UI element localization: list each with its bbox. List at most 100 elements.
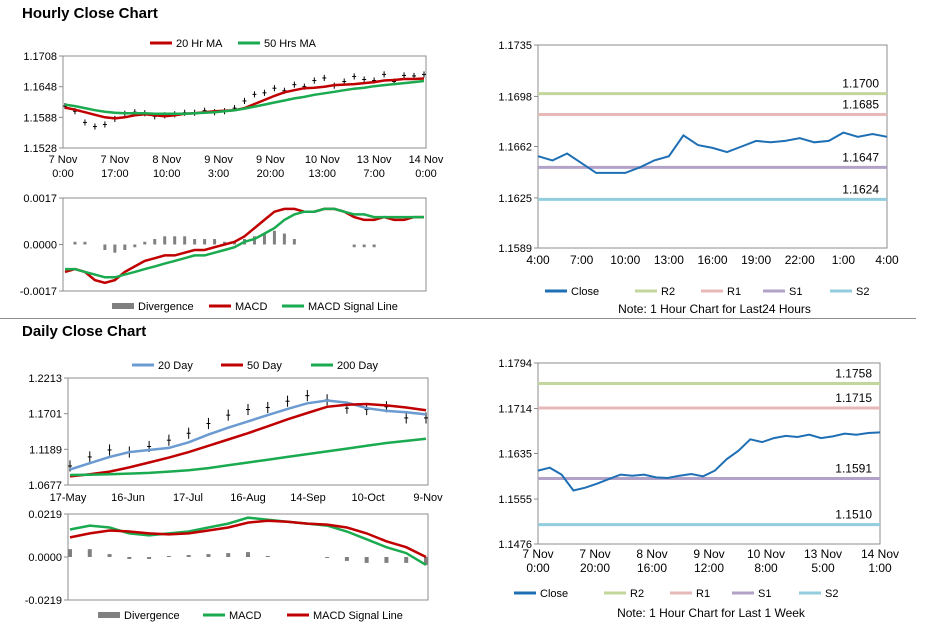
hourly-section-title: Hourly Close Chart bbox=[22, 5, 158, 22]
daily-pivot-ytick-label: 1.1794 bbox=[498, 358, 532, 370]
hourly-price-xtick-date: 7 Nov bbox=[49, 154, 78, 166]
hourly-price-xtick-date: 8 Nov bbox=[152, 154, 181, 166]
hourly-pivot-legend-s1-label: S1 bbox=[789, 286, 802, 298]
hourly-pivot-level-s2-label: 1.1624 bbox=[842, 182, 879, 196]
hourly-pivot-legend-r1-label: R1 bbox=[727, 286, 741, 298]
hourly-pivot-xtick-label: 13:00 bbox=[654, 253, 684, 267]
daily-macd-ytick-label: 0.0000 bbox=[28, 552, 62, 564]
hourly-price-xtick-time: 13:00 bbox=[309, 168, 337, 180]
hourly-legend-divergence-label: Divergence bbox=[138, 301, 194, 313]
hourly-price-xtick-date: 14 Nov bbox=[409, 154, 444, 166]
daily-macd-ytick-label: -0.0219 bbox=[25, 595, 62, 607]
daily-legend-macd-label: MACD bbox=[229, 610, 261, 622]
daily-pivot-ytick-label: 1.1635 bbox=[498, 449, 532, 461]
hourly-legend-50hrs-ma-label: 50 Hrs MA bbox=[264, 38, 317, 50]
daily-pivot-level-s2-label: 1.1510 bbox=[835, 508, 872, 522]
hourly-macd-ytick-label: 0.0017 bbox=[23, 193, 57, 205]
daily-legend-divergence-swatch bbox=[98, 612, 120, 618]
hourly-price-ytick-label: 1.1528 bbox=[23, 143, 57, 155]
daily-macd-ytick-label: 0.0219 bbox=[28, 509, 62, 521]
hourly-pivot-xtick-label: 1:00 bbox=[832, 253, 856, 267]
hourly-pivot-xtick-label: 22:00 bbox=[785, 253, 815, 267]
daily-pivot-legend-close-label: Close bbox=[540, 588, 568, 600]
daily-200day-line bbox=[69, 437, 427, 477]
daily-section-title: Daily Close Chart bbox=[22, 323, 147, 340]
daily-pivot-xtick-time: 20:00 bbox=[580, 561, 610, 575]
hourly-50hr-ma-line bbox=[64, 79, 425, 116]
hourly-pivot-level-s1-label: 1.1647 bbox=[842, 150, 879, 164]
daily-price-ytick-label: 1.0677 bbox=[28, 480, 62, 492]
daily-pivot-close-line bbox=[537, 431, 881, 492]
daily-pivot-xtick-time: 12:00 bbox=[694, 561, 724, 575]
hourly-pivot-ytick-label: 1.1589 bbox=[498, 243, 532, 255]
hourly-pivot-xtick-label: 19:00 bbox=[741, 253, 771, 267]
daily-pivot-xtick-time: 8:00 bbox=[754, 561, 778, 575]
daily-pivot-xtick-date: 10 Nov bbox=[747, 547, 785, 561]
daily-pivot-note: Note: 1 Hour Chart for Last 1 Week bbox=[617, 606, 806, 620]
daily-50day-line bbox=[69, 402, 427, 478]
hourly-price-xtick-time: 17:00 bbox=[101, 168, 129, 180]
daily-pivot-xtick-date: 8 Nov bbox=[636, 547, 667, 561]
hourly-pivot-close-line bbox=[537, 131, 888, 174]
daily-pivot-legend-r2-label: R2 bbox=[630, 588, 644, 600]
hourly-pivot-legend-close-label: Close bbox=[571, 286, 599, 298]
hourly-macd-signal-line bbox=[65, 207, 424, 279]
daily-pivot-legend-r1-label: R1 bbox=[696, 588, 710, 600]
daily-price-ytick-label: 1.1189 bbox=[29, 444, 62, 456]
hourly-pivot-ytick-label: 1.1662 bbox=[498, 142, 532, 154]
daily-price-xtick-label: 9-Nov bbox=[413, 492, 443, 504]
daily-pivot-legend-s1-label: S1 bbox=[758, 588, 771, 600]
daily-pivot-xtick-date: 13 Nov bbox=[804, 547, 842, 561]
hourly-price-ytick-label: 1.1588 bbox=[23, 112, 57, 124]
daily-pivot-level-r1-label: 1.1715 bbox=[835, 391, 872, 405]
hourly-pivot-xtick-label: 16:00 bbox=[697, 253, 727, 267]
hourly-pivot-ytick-label: 1.1735 bbox=[498, 40, 532, 52]
daily-pivot-xtick-time: 0:00 bbox=[526, 561, 550, 575]
hourly-price-xtick-date: 10 Nov bbox=[305, 154, 340, 166]
hourly-price-xtick-date: 7 Nov bbox=[100, 154, 129, 166]
hourly-pivot-ytick-label: 1.1698 bbox=[498, 91, 532, 103]
hourly-price-xtick-time: 0:00 bbox=[52, 168, 73, 180]
hourly-pivot-ytick-label: 1.1625 bbox=[498, 193, 532, 205]
hourly-price-xtick-date: 13 Nov bbox=[357, 154, 392, 166]
daily-pivot-xtick-date: 9 Nov bbox=[693, 547, 724, 561]
daily-price-xtick-label: 16-Aug bbox=[230, 492, 265, 504]
daily-pivot-level-r2-label: 1.1758 bbox=[835, 366, 872, 380]
hourly-pivot-xtick-label: 7:00 bbox=[570, 253, 594, 267]
daily-macd-signal-line bbox=[69, 519, 427, 559]
daily-price-xtick-label: 14-Sep bbox=[290, 492, 325, 504]
hourly-price-xtick-time: 20:00 bbox=[257, 168, 285, 180]
hourly-legend-macd-label: MACD bbox=[235, 301, 267, 313]
daily-legend-20day-label: 20 Day bbox=[158, 360, 193, 372]
hourly-macd-ytick-label: -0.0017 bbox=[20, 286, 57, 298]
daily-macd-line bbox=[69, 516, 427, 566]
hourly-pivot-xtick-label: 4:00 bbox=[526, 253, 550, 267]
hourly-legend-macd-signal-label: MACD Signal Line bbox=[308, 301, 398, 313]
hourly-pivot-xtick-label: 4:00 bbox=[875, 253, 899, 267]
daily-pivot-xtick-time: 1:00 bbox=[868, 561, 892, 575]
daily-price-xtick-label: 17-May bbox=[50, 492, 87, 504]
hourly-price-xtick-date: 9 Nov bbox=[256, 154, 285, 166]
daily-pivot-xtick-time: 5:00 bbox=[811, 561, 835, 575]
daily-pivot-xtick-date: 14 Nov bbox=[861, 547, 899, 561]
daily-pivot-xtick-time: 16:00 bbox=[637, 561, 667, 575]
hourly-pivot-xtick-label: 10:00 bbox=[610, 253, 640, 267]
hourly-price-xtick-date: 9 Nov bbox=[204, 154, 233, 166]
hourly-pivot-legend-s2-label: S2 bbox=[856, 286, 869, 298]
hourly-price-ytick-label: 1.1708 bbox=[23, 51, 57, 63]
daily-pivot-legend-s2-label: S2 bbox=[825, 588, 838, 600]
daily-pivot-level-s1-label: 1.1591 bbox=[835, 462, 872, 476]
hourly-pivot-level-r1-label: 1.1685 bbox=[842, 98, 879, 112]
hourly-pivot-legend-r2-label: R2 bbox=[661, 286, 675, 298]
hourly-price-xtick-time: 3:00 bbox=[208, 168, 229, 180]
hourly-legend-20hr-ma-label: 20 Hr MA bbox=[176, 38, 223, 50]
daily-pivot-ytick-label: 1.1476 bbox=[498, 539, 532, 551]
daily-legend-200day-label: 200 Day bbox=[337, 360, 378, 372]
daily-price-xtick-label: 16-Jun bbox=[111, 492, 145, 504]
hourly-macd-ytick-label: 0.0000 bbox=[23, 240, 57, 252]
hourly-pivot-plot bbox=[537, 44, 888, 249]
hourly-price-xtick-time: 0:00 bbox=[415, 168, 436, 180]
hourly-price-ytick-label: 1.1648 bbox=[23, 82, 57, 94]
hourly-pivot-note: Note: 1 Hour Chart for Last24 Hours bbox=[618, 302, 811, 316]
